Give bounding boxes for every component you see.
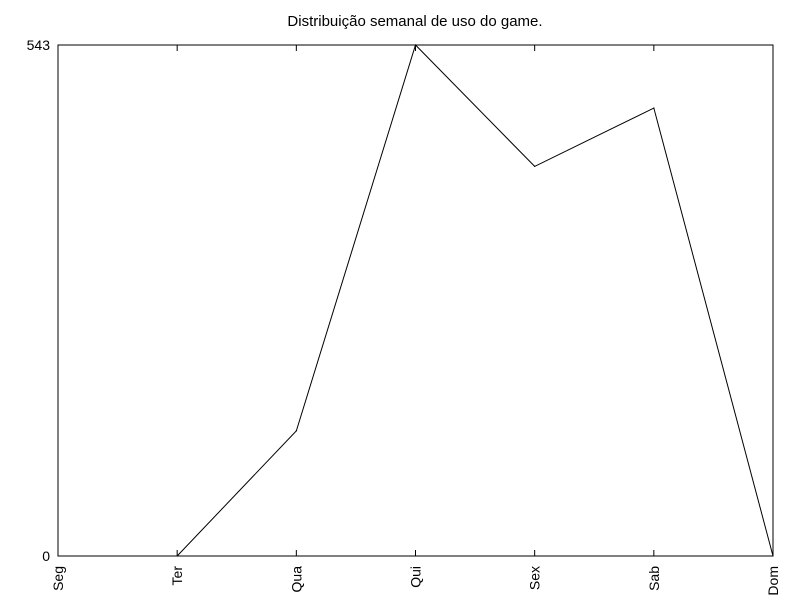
plot-frame	[57, 44, 774, 557]
x-tick-label: Sab	[646, 566, 662, 591]
y-axis: 0 543	[27, 37, 773, 564]
series-line	[176, 44, 774, 557]
x-tick-label: Seg	[50, 566, 66, 591]
x-tick-label: Ter	[169, 566, 185, 586]
x-tick-label: Sex	[527, 566, 543, 590]
y-tick-label: 543	[27, 37, 51, 53]
chart-title: Distribuição semanal de uso do game.	[287, 13, 542, 30]
x-tick-label: Qui	[408, 566, 424, 588]
y-tick-label: 0	[42, 548, 50, 564]
x-tick-label: Dom	[765, 566, 781, 596]
series-layer	[176, 44, 774, 557]
x-tick-label: Qua	[288, 566, 304, 593]
x-axis: Seg Ter Qua Qui Sex Sab Dom	[50, 45, 781, 596]
